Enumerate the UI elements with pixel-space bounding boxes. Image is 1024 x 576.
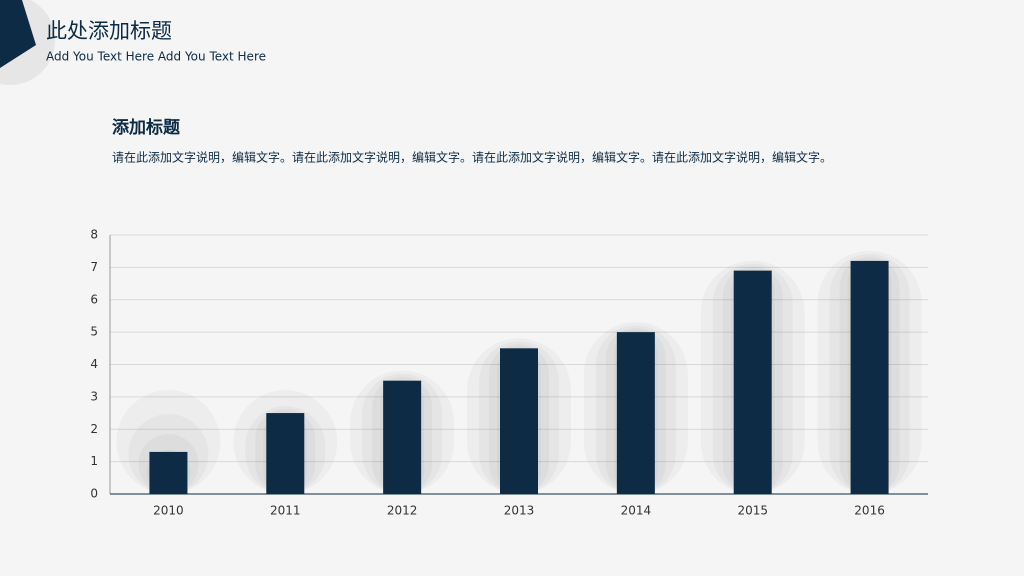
- y-tick-label: 5: [90, 325, 98, 339]
- bar: [850, 260, 889, 494]
- y-tick-label: 7: [90, 260, 98, 274]
- y-tick-label: 2: [90, 422, 98, 436]
- header-subtitle: Add You Text Here Add You Text Here: [46, 50, 266, 64]
- bar: [383, 380, 422, 494]
- corner-shape: [0, 0, 36, 68]
- x-tick-label: 2013: [504, 504, 535, 518]
- bar: [500, 348, 538, 494]
- bar: [149, 451, 188, 494]
- y-tick-label: 6: [90, 292, 98, 306]
- section-text: 请在此添加文字说明，编辑文字。请在此添加文字说明，编辑文字。请在此添加文字说明，…: [112, 150, 832, 165]
- bar: [733, 270, 772, 494]
- x-tick-label: 2014: [621, 504, 652, 518]
- x-tick-label: 2010: [153, 504, 184, 518]
- y-tick-label: 3: [90, 389, 98, 403]
- bar: [616, 332, 655, 494]
- x-tick-label: 2016: [854, 504, 885, 518]
- y-tick-label: 0: [90, 487, 98, 501]
- y-tick-label: 4: [90, 357, 98, 371]
- bar: [266, 413, 305, 494]
- header-title: 此处添加标题: [46, 19, 172, 43]
- x-tick-label: 2011: [270, 504, 301, 518]
- section-heading: 添加标题: [112, 117, 181, 138]
- y-tick-label: 8: [90, 228, 98, 242]
- x-tick-label: 2012: [387, 504, 418, 518]
- x-tick-label: 2015: [737, 504, 768, 518]
- y-tick-label: 1: [90, 454, 98, 468]
